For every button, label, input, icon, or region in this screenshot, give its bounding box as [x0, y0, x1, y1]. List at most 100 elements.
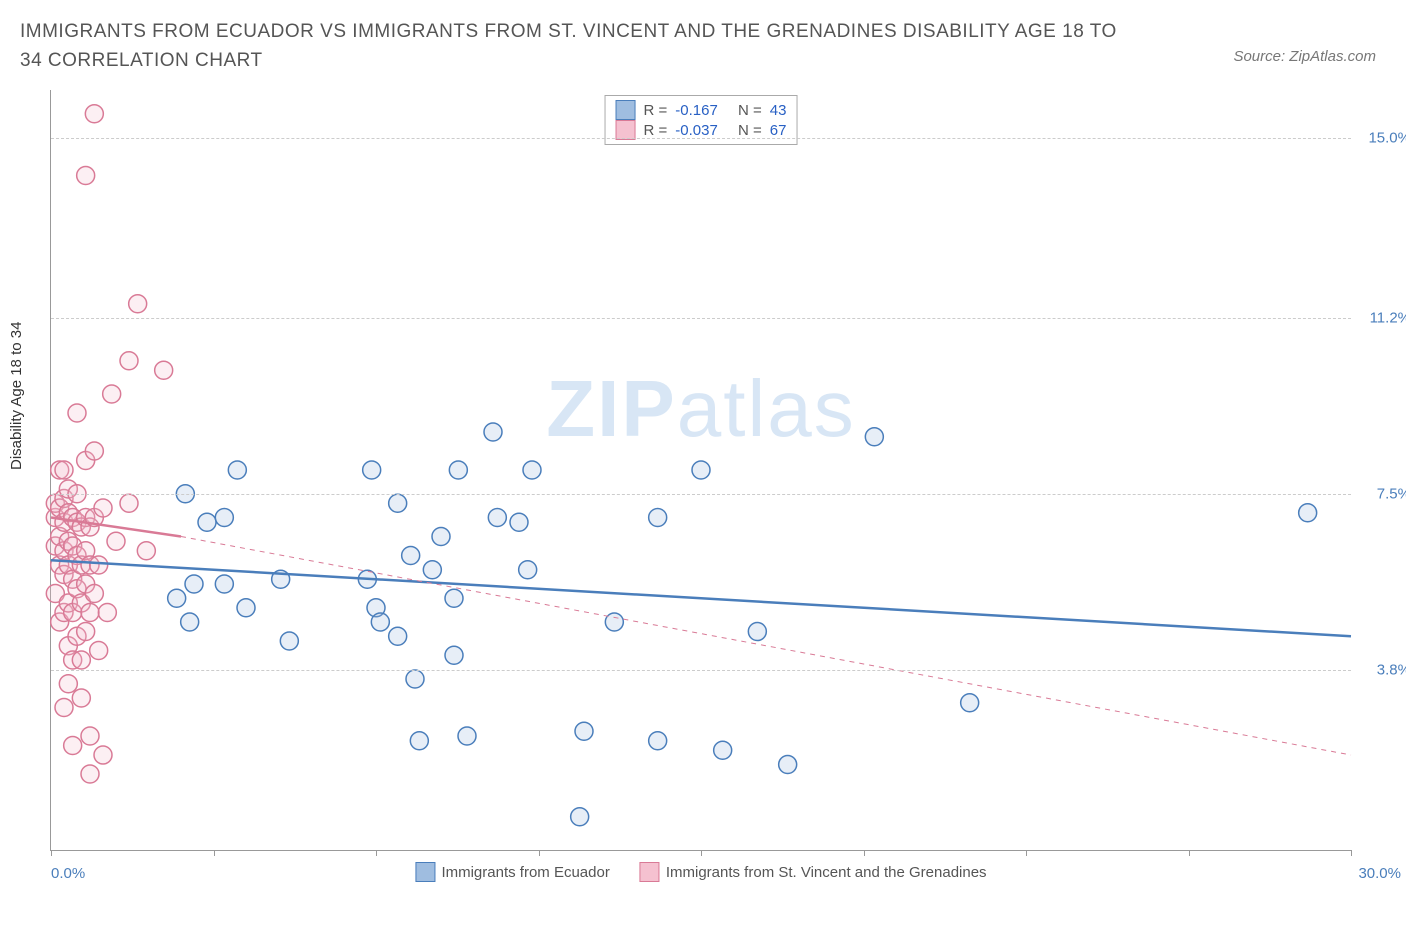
data-point: [363, 461, 381, 479]
n-label: N =: [738, 102, 762, 119]
data-point: [649, 509, 667, 527]
gridline: [51, 138, 1351, 139]
data-point: [185, 575, 203, 593]
r-value-stvincent: -0.037: [675, 122, 718, 139]
x-axis-min-label: 0.0%: [51, 865, 85, 882]
data-point: [77, 167, 95, 185]
data-point: [423, 561, 441, 579]
x-tick: [539, 850, 540, 856]
x-tick: [214, 850, 215, 856]
data-point: [98, 604, 116, 622]
data-point: [168, 589, 186, 607]
data-point: [81, 604, 99, 622]
data-point: [432, 528, 450, 546]
r-label: R =: [644, 122, 668, 139]
data-point: [445, 646, 463, 664]
legend-label-ecuador: Immigrants from Ecuador: [441, 864, 609, 881]
data-point: [94, 499, 112, 517]
data-point: [510, 513, 528, 531]
swatch-ecuador-icon: [415, 862, 435, 882]
data-point: [85, 442, 103, 460]
legend-item-stvincent: Immigrants from St. Vincent and the Gren…: [640, 862, 987, 882]
gridline: [51, 494, 1351, 495]
data-point: [389, 494, 407, 512]
legend-label-stvincent: Immigrants from St. Vincent and the Gren…: [666, 864, 987, 881]
legend-row-ecuador: R = -0.167 N = 43: [616, 100, 787, 120]
legend-item-ecuador: Immigrants from Ecuador: [415, 862, 609, 882]
chart-container: IMMIGRANTS FROM ECUADOR VS IMMIGRANTS FR…: [0, 0, 1406, 930]
r-label: R =: [644, 102, 668, 119]
y-tick-label: 11.2%: [1356, 310, 1406, 327]
data-point: [402, 547, 420, 565]
data-point: [90, 556, 108, 574]
y-axis-label: Disability Age 18 to 34: [8, 322, 25, 470]
data-point: [389, 627, 407, 645]
plot-area: ZIPatlas R = -0.167 N = 43 R = -0.037 N …: [50, 90, 1351, 851]
r-value-ecuador: -0.167: [675, 102, 718, 119]
data-point: [406, 670, 424, 688]
data-point: [215, 575, 233, 593]
x-tick: [51, 850, 52, 856]
data-point: [605, 613, 623, 631]
source-label: Source: ZipAtlas.com: [1233, 48, 1376, 65]
data-point: [198, 513, 216, 531]
n-value-ecuador: 43: [770, 102, 787, 119]
data-point: [94, 746, 112, 764]
data-point: [228, 461, 246, 479]
data-point: [445, 589, 463, 607]
x-tick: [1189, 850, 1190, 856]
swatch-stvincent-icon: [640, 862, 660, 882]
data-point: [129, 295, 147, 313]
x-tick: [1351, 850, 1352, 856]
data-point: [519, 561, 537, 579]
data-point: [64, 737, 82, 755]
data-point: [103, 385, 121, 403]
data-point: [90, 642, 108, 660]
data-point: [458, 727, 476, 745]
chart-svg: [51, 90, 1351, 850]
chart-title: IMMIGRANTS FROM ECUADOR VS IMMIGRANTS FR…: [20, 18, 1120, 75]
data-point: [107, 532, 125, 550]
data-point: [779, 756, 797, 774]
x-tick: [1026, 850, 1027, 856]
y-tick-label: 15.0%: [1356, 129, 1406, 146]
legend-series: Immigrants from Ecuador Immigrants from …: [415, 862, 986, 882]
y-tick-label: 7.5%: [1356, 485, 1406, 502]
data-point: [714, 741, 732, 759]
data-point: [120, 494, 138, 512]
data-point: [120, 352, 138, 370]
data-point: [575, 722, 593, 740]
data-point: [85, 105, 103, 123]
swatch-ecuador-icon: [616, 100, 636, 120]
x-tick: [376, 850, 377, 856]
data-point: [55, 461, 73, 479]
data-point: [72, 689, 90, 707]
data-point: [85, 585, 103, 603]
data-point: [1299, 504, 1317, 522]
y-tick-label: 3.8%: [1356, 661, 1406, 678]
data-point: [81, 765, 99, 783]
data-point: [449, 461, 467, 479]
data-point: [215, 509, 233, 527]
data-point: [571, 808, 589, 826]
gridline: [51, 318, 1351, 319]
data-point: [488, 509, 506, 527]
data-point: [137, 542, 155, 560]
data-point: [692, 461, 710, 479]
data-point: [68, 404, 86, 422]
x-tick: [701, 850, 702, 856]
data-point: [523, 461, 541, 479]
data-point: [865, 428, 883, 446]
data-point: [410, 732, 428, 750]
data-point: [748, 623, 766, 641]
data-point: [961, 694, 979, 712]
data-point: [81, 727, 99, 745]
trend-line: [181, 537, 1351, 756]
data-point: [237, 599, 255, 617]
x-axis-max-label: 30.0%: [1358, 865, 1401, 882]
data-point: [649, 732, 667, 750]
data-point: [59, 675, 77, 693]
n-label: N =: [738, 122, 762, 139]
gridline: [51, 670, 1351, 671]
n-value-stvincent: 67: [770, 122, 787, 139]
